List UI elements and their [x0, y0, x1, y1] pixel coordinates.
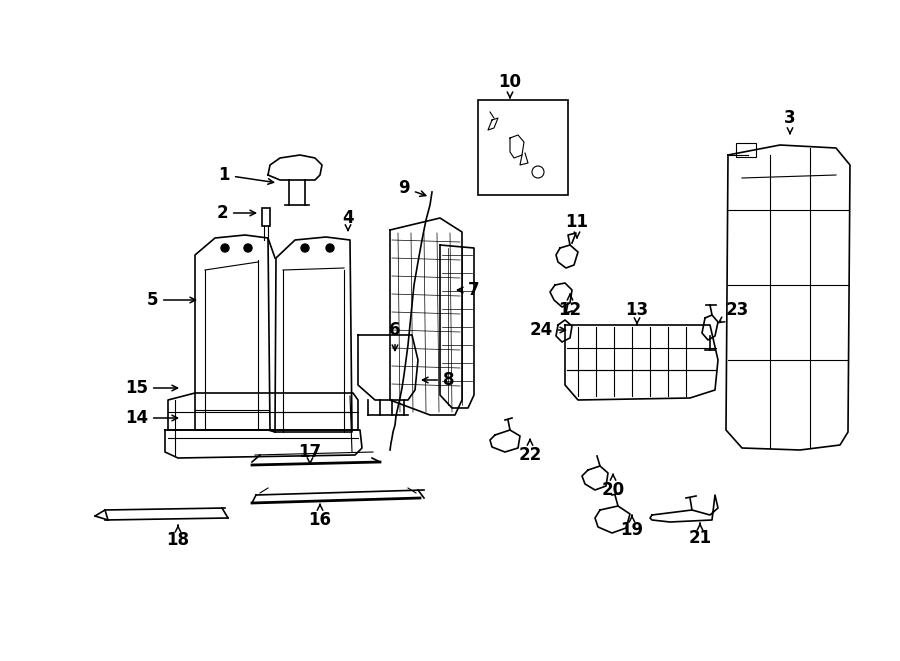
Text: 17: 17 — [299, 443, 321, 464]
Text: 13: 13 — [626, 301, 649, 325]
Text: 22: 22 — [518, 440, 542, 464]
Text: 20: 20 — [601, 475, 625, 499]
Circle shape — [301, 244, 309, 252]
Text: 23: 23 — [719, 301, 749, 323]
Text: 14: 14 — [125, 409, 177, 427]
Text: 10: 10 — [499, 73, 521, 98]
Text: 15: 15 — [125, 379, 177, 397]
Text: 24: 24 — [530, 321, 565, 339]
Text: 2: 2 — [216, 204, 256, 222]
Text: 19: 19 — [620, 516, 643, 539]
Circle shape — [326, 244, 334, 252]
Text: 3: 3 — [784, 109, 796, 134]
Circle shape — [221, 244, 229, 252]
Text: 21: 21 — [688, 524, 712, 547]
Text: 8: 8 — [422, 371, 454, 389]
Text: 1: 1 — [219, 166, 274, 184]
Text: 16: 16 — [309, 504, 331, 529]
Text: 11: 11 — [565, 213, 589, 237]
Text: 7: 7 — [457, 281, 480, 299]
Circle shape — [244, 244, 252, 252]
Text: 6: 6 — [389, 321, 400, 350]
Text: 12: 12 — [558, 294, 581, 319]
Text: 9: 9 — [399, 179, 426, 197]
Text: 18: 18 — [166, 525, 190, 549]
Bar — [478, 100, 568, 195]
Bar — [262, 208, 270, 226]
Text: 4: 4 — [342, 209, 354, 231]
Bar — [736, 143, 756, 157]
Text: 5: 5 — [147, 291, 195, 309]
